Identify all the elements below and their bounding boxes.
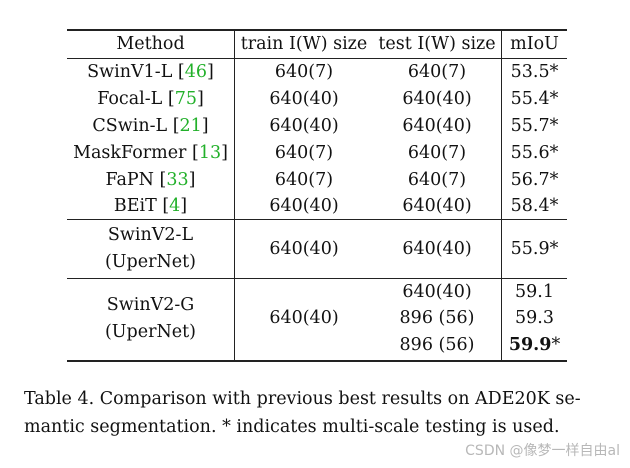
top-rule (67, 29, 567, 31)
table-row-miou: 53.5* (510, 62, 559, 82)
swinv2-g-miou-3: 59.9* (508, 335, 561, 355)
swinv2-g-test-2: 896 (56) (399, 308, 475, 328)
table-row-test: 640(40) (402, 116, 472, 136)
col-divider-2 (501, 29, 502, 362)
header-miou: mIoU (510, 34, 559, 54)
table-row-miou: 55.7* (510, 116, 559, 136)
swinv2-g-miou-1: 59.1 (515, 282, 554, 302)
table-row-method: BEiT [4] (113, 196, 188, 216)
table-row-test: 640(7) (407, 170, 467, 190)
group-rule-2 (67, 278, 567, 279)
header-rule (67, 58, 567, 59)
table-row-miou: 56.7* (510, 170, 559, 190)
table-row-method: SwinV1-L [46] (87, 62, 214, 82)
swinv2-g-test-1: 640(40) (402, 282, 472, 302)
swinv2-l-train: 640(40) (269, 239, 339, 259)
swinv2-g-miou-2: 59.3 (515, 308, 554, 328)
table-row-method: CSwin-L [21] (92, 116, 209, 136)
header-train-size: train I(W) size (240, 34, 368, 54)
swinv2-l-sub: (UperNet) (104, 252, 197, 272)
best-result: 59.9 (508, 335, 552, 355)
caption-line-1: Table 4. Comparison with previous best r… (24, 389, 581, 409)
swinv2-g-train: 640(40) (269, 308, 339, 328)
caption-line-2: mantic segmentation. * indicates multi-s… (24, 417, 560, 437)
citation-link[interactable]: 46 (184, 62, 207, 82)
table-row-method: FaPN [33] (105, 170, 196, 190)
table-caption: Table 4. Comparison with previous best r… (24, 385, 614, 441)
results-table: Method train I(W) size test I(W) size mI… (67, 29, 567, 362)
table-row-train: 640(7) (274, 143, 334, 163)
table-row-train: 640(40) (269, 116, 339, 136)
swinv2-g-name: SwinV2-G (106, 295, 195, 315)
header-test-size: test I(W) size (378, 34, 496, 54)
table-row-miou: 55.6* (510, 143, 559, 163)
watermark: CSDN @像梦一样自由al (465, 443, 620, 459)
table-row-train: 640(7) (274, 170, 334, 190)
col-divider-1 (234, 29, 235, 362)
swinv2-l-name: SwinV2-L (107, 225, 194, 245)
table-row-miou: 58.4* (510, 196, 559, 216)
citation-link[interactable]: 4 (169, 196, 181, 216)
table-row-train: 640(40) (269, 196, 339, 216)
swinv2-l-miou: 55.9* (510, 239, 559, 259)
swinv2-l-test: 640(40) (402, 239, 472, 259)
citation-link[interactable]: 21 (179, 116, 202, 136)
table-row-method: MaskFormer [13] (73, 143, 228, 163)
table-row-test: 640(7) (407, 143, 467, 163)
table-row-test: 640(7) (407, 62, 467, 82)
citation-link[interactable]: 13 (198, 143, 222, 163)
header-method: Method (116, 34, 185, 54)
table-row-test: 640(40) (402, 89, 472, 109)
bottom-rule (67, 360, 567, 362)
swinv2-g-sub: (UperNet) (104, 322, 197, 342)
citation-link[interactable]: 33 (166, 170, 189, 190)
table-row-miou: 55.4* (510, 89, 559, 109)
citation-link[interactable]: 75 (174, 89, 197, 109)
table-row-method: Focal-L [75] (97, 89, 204, 109)
table-row-train: 640(40) (269, 89, 339, 109)
group-rule-1 (67, 219, 567, 220)
table-row-train: 640(7) (274, 62, 334, 82)
table-row-test: 640(40) (402, 196, 472, 216)
swinv2-g-test-3: 896 (56) (399, 335, 475, 355)
